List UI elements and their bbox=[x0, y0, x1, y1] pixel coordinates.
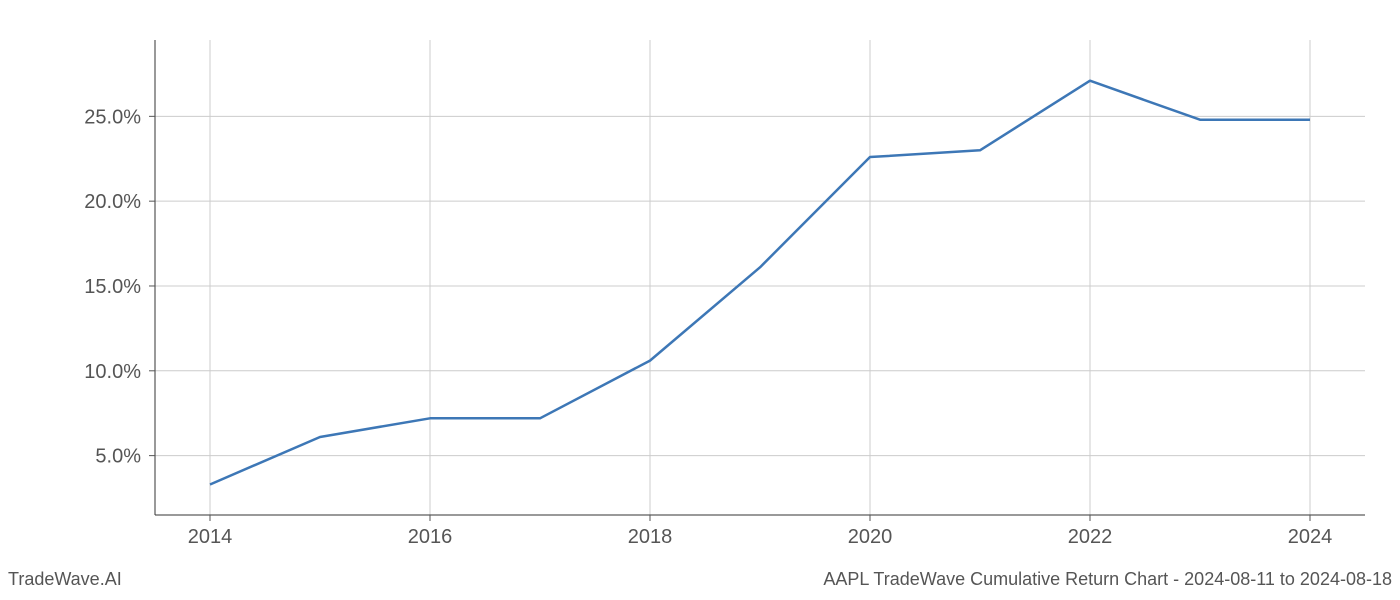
y-tick-label: 15.0% bbox=[84, 276, 141, 298]
x-tick-label: 2016 bbox=[408, 526, 453, 548]
chart-container: 2014 2016 2018 2020 2022 2024 5.0% 10.0% 15.0% 20… bbox=[0, 0, 1400, 600]
x-tick-label: 2018 bbox=[628, 526, 673, 548]
x-tick-label: 2024 bbox=[1288, 526, 1333, 548]
line-chart: 2014 2016 2018 2020 2022 2024 5.0% 10.0% 15.0% 20… bbox=[0, 0, 1400, 600]
x-tick-label: 2020 bbox=[848, 526, 893, 548]
y-tick-label: 10.0% bbox=[84, 361, 141, 383]
y-tick-label: 25.0% bbox=[84, 106, 141, 128]
footer-right-label: AAPL TradeWave Cumulative Return Chart -… bbox=[823, 569, 1392, 590]
y-tick-label: 20.0% bbox=[84, 191, 141, 213]
footer-left-label: TradeWave.AI bbox=[8, 569, 122, 590]
y-tick-label: 5.0% bbox=[95, 446, 141, 468]
x-tick-label: 2014 bbox=[188, 526, 233, 548]
x-tick-label: 2022 bbox=[1068, 526, 1113, 548]
